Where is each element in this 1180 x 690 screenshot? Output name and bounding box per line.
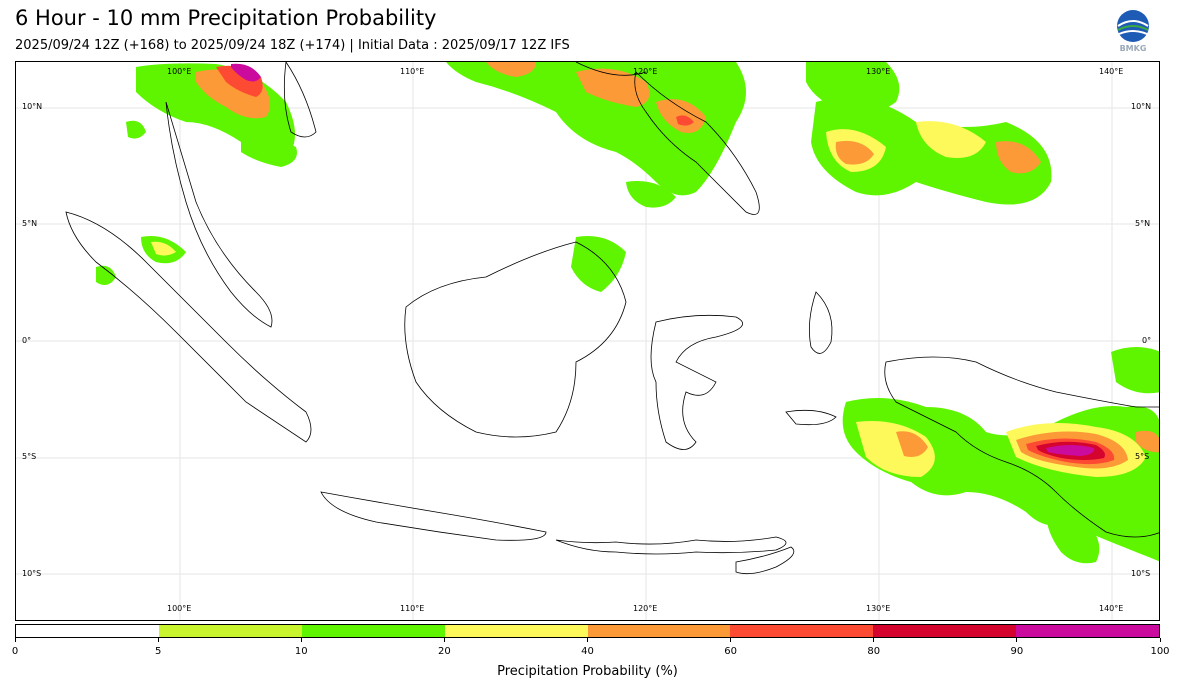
colorbar-tickmark bbox=[873, 638, 875, 642]
colorbar-tick-label: 100 bbox=[1150, 646, 1170, 657]
colorbar-segment bbox=[301, 625, 445, 637]
lat-tick-left: 10°N bbox=[22, 102, 43, 111]
colorbar-segment bbox=[587, 625, 731, 637]
lat-tick-left: 10°S bbox=[22, 569, 42, 578]
colorbar-segment bbox=[158, 625, 302, 637]
colorbar-tick-label: 90 bbox=[1010, 646, 1024, 657]
lon-tick-top: 120°E bbox=[633, 67, 658, 76]
lat-tick-left: 0° bbox=[22, 336, 32, 345]
colorbar-tick-label: 5 bbox=[154, 646, 162, 657]
colorbar-tickmark bbox=[730, 638, 732, 642]
precipitation-map bbox=[15, 61, 1160, 621]
precip-field bbox=[96, 62, 1159, 564]
colorbar-tickmark bbox=[14, 638, 16, 642]
colorbar-tickmark bbox=[443, 638, 445, 642]
bmkg-logo-text: BMKG bbox=[1119, 44, 1147, 53]
lat-tick-left: 5°S bbox=[22, 452, 37, 461]
lon-tick-bottom: 110°E bbox=[400, 604, 425, 613]
colorbar-tick-label: 10 bbox=[294, 646, 308, 657]
coastlines bbox=[65, 62, 1159, 575]
colorbar-segment bbox=[1016, 625, 1159, 637]
map-title: 6 Hour - 10 mm Precipitation Probability bbox=[15, 6, 437, 30]
lat-tick-right: 5°N bbox=[1135, 219, 1151, 228]
colorbar-tick-label: 60 bbox=[724, 646, 737, 657]
lat-tick-right: 0° bbox=[1142, 336, 1152, 345]
lon-tick-bottom: 130°E bbox=[866, 604, 891, 613]
lon-tick-bottom: 140°E bbox=[1099, 604, 1124, 613]
colorbar-tick-label: 0 bbox=[11, 646, 19, 657]
colorbar-segment bbox=[16, 625, 159, 637]
lat-tick-right: 10°N bbox=[1131, 102, 1152, 111]
lon-tick-bottom: 100°E bbox=[167, 604, 192, 613]
lon-tick-top: 140°E bbox=[1099, 67, 1124, 76]
lon-tick-top: 100°E bbox=[167, 67, 192, 76]
bmkg-logo bbox=[1117, 10, 1149, 42]
colorbar-segment bbox=[873, 625, 1017, 637]
colorbar-label: Precipitation Probability (%) bbox=[497, 664, 678, 679]
colorbar-tick-label: 20 bbox=[438, 646, 451, 657]
colorbar-tick-label: 80 bbox=[867, 646, 881, 657]
colorbar-tickmark bbox=[1159, 638, 1161, 642]
colorbar-tickmark bbox=[587, 638, 588, 642]
colorbar-segment bbox=[444, 625, 588, 637]
lon-tick-top: 130°E bbox=[866, 67, 891, 76]
colorbar-tickmark bbox=[1016, 638, 1018, 642]
colorbar-tick-label: 40 bbox=[581, 646, 594, 657]
lat-tick-right: 10°S bbox=[1131, 569, 1151, 578]
colorbar bbox=[15, 624, 1160, 638]
colorbar-tickmark bbox=[157, 638, 159, 642]
lon-tick-bottom: 120°E bbox=[633, 604, 658, 613]
map-subtitle: 2025/09/24 12Z (+168) to 2025/09/24 18Z … bbox=[15, 38, 570, 53]
lon-tick-top: 110°E bbox=[400, 67, 425, 76]
lat-tick-right: 5°S bbox=[1135, 452, 1150, 461]
lat-tick-left: 5°N bbox=[22, 219, 38, 228]
colorbar-tickmark bbox=[300, 638, 302, 642]
colorbar-segment bbox=[730, 625, 874, 637]
